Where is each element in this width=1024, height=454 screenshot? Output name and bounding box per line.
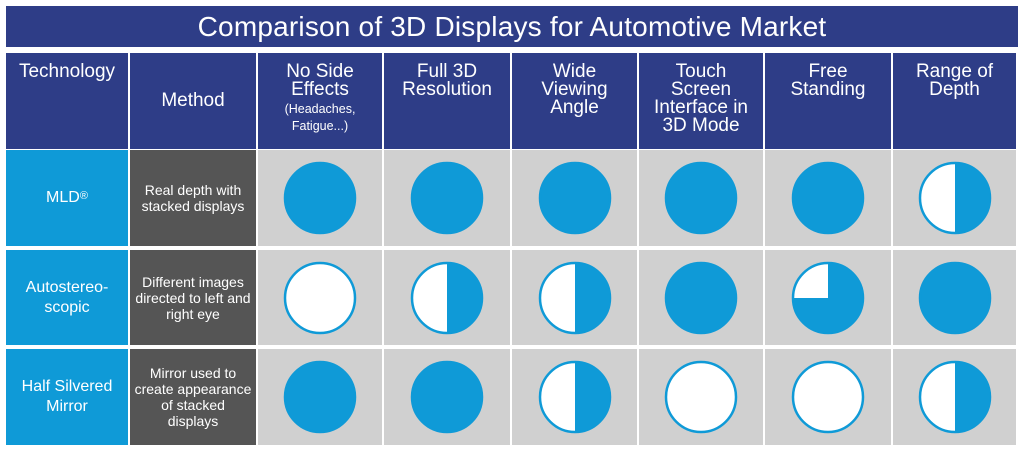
harvey-ball-outline bbox=[664, 261, 738, 334]
rating-cell bbox=[512, 349, 637, 445]
harvey-ball-outline bbox=[283, 261, 357, 334]
rating-cell bbox=[893, 250, 1016, 345]
method-description: Real depth with stacked displays bbox=[130, 150, 256, 246]
header-column-label: Touch Screen Interface in 3D Mode bbox=[654, 61, 748, 136]
technology-label: Autostereo-scopic bbox=[25, 278, 109, 316]
technology-name: Half Silvered Mirror bbox=[6, 349, 128, 445]
header-column-label: Wide Viewing Angle bbox=[541, 61, 608, 118]
header-column-label: No Side Effects bbox=[286, 61, 354, 100]
technology-label: MLD® bbox=[46, 189, 88, 206]
harvey-ball-icon bbox=[918, 261, 991, 334]
harvey-ball-outline bbox=[918, 261, 991, 334]
harvey-ball-outline bbox=[283, 360, 357, 434]
rating-cell bbox=[258, 349, 382, 445]
rating-cell bbox=[258, 250, 382, 345]
harvey-ball-fill bbox=[954, 362, 990, 432]
harvey-ball-icon bbox=[791, 161, 865, 235]
harvey-ball-fill bbox=[793, 262, 863, 333]
rating-cell bbox=[639, 250, 763, 345]
technology-label: Half Silvered Mirror bbox=[21, 378, 113, 415]
table-title: Comparison of 3D Displays for Automotive… bbox=[6, 6, 1018, 47]
harvey-ball-icon bbox=[538, 360, 611, 434]
method-description: Different images directed to left and ri… bbox=[130, 250, 256, 345]
header-column: Full 3D Resolution bbox=[384, 53, 510, 149]
technology-name: MLD® bbox=[6, 150, 128, 246]
header-column-sublabel: (Headaches, Fatigue...) bbox=[284, 102, 356, 133]
registered-mark: ® bbox=[79, 190, 88, 202]
harvey-ball-icon bbox=[283, 360, 357, 434]
rating-cell bbox=[512, 150, 637, 246]
method-description: Mirror used to create appearance of stac… bbox=[130, 349, 256, 445]
harvey-ball-outline bbox=[791, 161, 865, 235]
harvey-ball-icon bbox=[410, 360, 484, 434]
harvey-ball-icon bbox=[538, 161, 611, 235]
harvey-ball-outline bbox=[410, 161, 484, 235]
harvey-ball-icon bbox=[410, 261, 484, 334]
harvey-ball-icon bbox=[918, 161, 991, 235]
harvey-ball-icon bbox=[410, 161, 484, 235]
rating-cell bbox=[512, 250, 637, 345]
rating-cell bbox=[384, 250, 510, 345]
rating-cell bbox=[639, 150, 763, 246]
rating-cell bbox=[893, 349, 1016, 445]
harvey-ball-outline bbox=[283, 161, 357, 235]
header-technology: Technology bbox=[6, 53, 128, 149]
harvey-ball-icon bbox=[664, 161, 738, 235]
harvey-ball-outline bbox=[538, 161, 611, 235]
harvey-ball-outline bbox=[664, 360, 738, 434]
header-column: No Side Effects (Headaches, Fatigue...) bbox=[258, 53, 382, 149]
rating-cell bbox=[893, 150, 1016, 246]
header-column: Touch Screen Interface in 3D Mode bbox=[639, 53, 763, 149]
header-method: Method bbox=[130, 53, 256, 149]
harvey-ball-outline bbox=[664, 161, 738, 235]
header-column: Free Standing bbox=[765, 53, 891, 149]
harvey-ball-outline bbox=[410, 360, 484, 434]
header-column: Wide Viewing Angle bbox=[512, 53, 637, 149]
harvey-ball-icon bbox=[283, 161, 357, 235]
harvey-ball-icon bbox=[664, 261, 738, 334]
harvey-ball-fill bbox=[574, 262, 610, 333]
rating-cell bbox=[765, 250, 891, 345]
rating-cell bbox=[639, 349, 763, 445]
harvey-ball-outline bbox=[791, 360, 865, 434]
harvey-ball-icon bbox=[791, 261, 865, 334]
header-column-label: Full 3D Resolution bbox=[402, 61, 492, 100]
rating-cell bbox=[765, 349, 891, 445]
harvey-ball-fill bbox=[574, 362, 610, 432]
rating-cell bbox=[258, 150, 382, 246]
header-column: Range of Depth bbox=[893, 53, 1016, 149]
harvey-ball-icon bbox=[918, 360, 991, 434]
rating-cell bbox=[765, 150, 891, 246]
technology-name: Autostereo-scopic bbox=[6, 250, 128, 345]
harvey-ball-icon bbox=[791, 360, 865, 434]
harvey-ball-fill bbox=[954, 163, 990, 233]
rating-cell bbox=[384, 150, 510, 246]
harvey-ball-icon bbox=[538, 261, 611, 334]
harvey-ball-icon bbox=[664, 360, 738, 434]
harvey-ball-icon bbox=[283, 261, 357, 334]
rating-cell bbox=[384, 349, 510, 445]
harvey-ball-fill bbox=[447, 262, 482, 333]
header-column-label: Free Standing bbox=[790, 61, 866, 100]
header-column-label: Range of Depth bbox=[915, 61, 994, 100]
